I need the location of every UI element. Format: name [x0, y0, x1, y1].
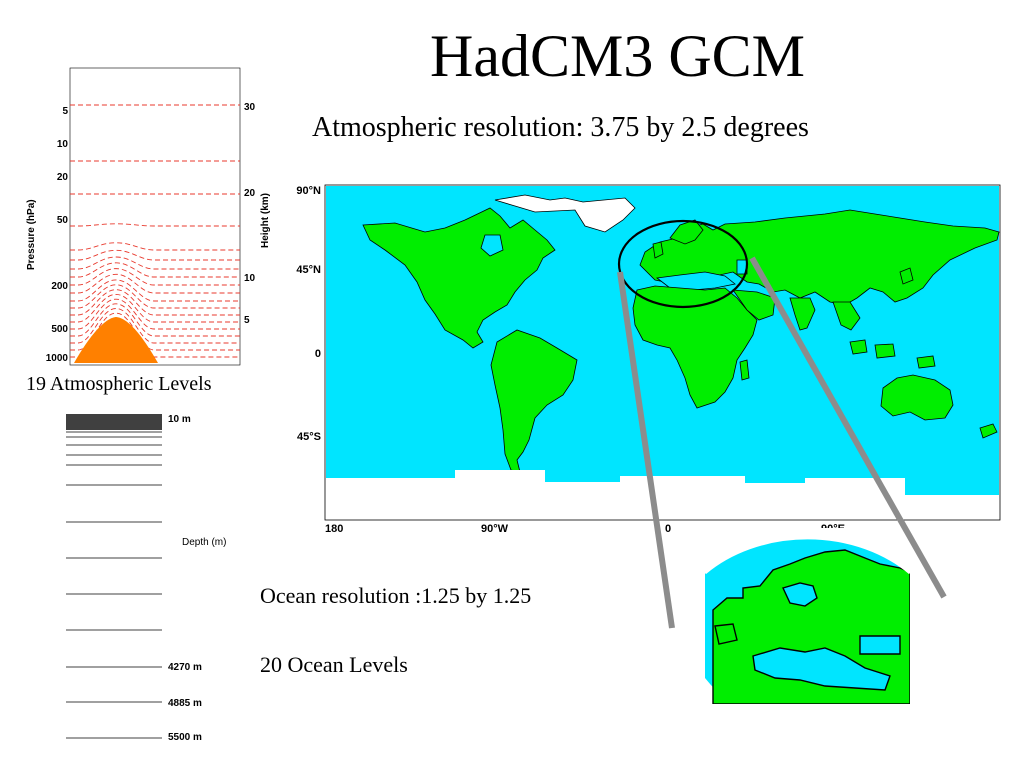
inset-corner-white [705, 678, 733, 704]
connector-line-right [749, 256, 947, 599]
ocean-levels-diagram: 10 m Depth (m) 4270 m 4885 m 5500 m [66, 414, 226, 743]
pressure-tick: 200 [51, 281, 68, 292]
latitude-label: 0 [315, 348, 321, 360]
latitude-label: 45°S [297, 431, 321, 443]
atmospheric-level-line [70, 249, 240, 261]
atmospheric-level-line [70, 298, 240, 330]
atmospheric-level-line [70, 303, 240, 337]
inset-circle-edge [705, 536, 910, 575]
europe-zoom-inset [705, 528, 910, 704]
antarctica-ice [326, 470, 999, 519]
atmospheric-level-line [70, 289, 240, 316]
world-grid-map: 90°N 45°N 0 45°S 180 90°W 0 90°E [296, 184, 1001, 535]
island-new-guinea [874, 343, 896, 359]
atmospheric-level-line [70, 279, 240, 302]
ocean-levels-caption: 20 Ocean Levels [260, 652, 408, 677]
north-america [362, 207, 556, 349]
atmospheric-level-line [70, 256, 240, 270]
inset-british-isles [714, 623, 738, 645]
height-tick: 20 [244, 188, 256, 199]
latitude-label: 45°N [296, 264, 321, 276]
longitude-label: 90°W [481, 523, 509, 535]
height-axis-label: Height (km) [260, 193, 271, 248]
madagascar [739, 359, 750, 381]
atmospheric-level-line [70, 273, 240, 294]
depth-label: 4270 m [168, 662, 202, 673]
pressure-tick: 10 [57, 139, 69, 150]
pressure-tick: 5 [62, 106, 68, 117]
connector-line-left [617, 271, 675, 629]
ocean-resolution-text: Ocean resolution :1.25 by 1.25 [260, 583, 532, 608]
height-tick: 30 [244, 102, 256, 113]
atmospheric-level-line [70, 293, 240, 323]
british-isles [652, 241, 664, 259]
atmospheric-level-line [70, 268, 240, 286]
inset-baltic-sea [782, 582, 818, 607]
slide-title: HadCM3 GCM [430, 23, 806, 89]
pressure-tick: 50 [57, 215, 69, 226]
pressure-tick: 1000 [46, 353, 69, 364]
atmosphere-frame [69, 67, 241, 366]
island-east-indies [916, 355, 936, 369]
atmospheric-level-line [70, 242, 240, 251]
inset-corner-white [705, 528, 910, 573]
mountain-orography [74, 317, 158, 363]
inset-mediterranean [752, 647, 891, 691]
longitude-label: 180 [325, 523, 343, 535]
pressure-axis-label: Pressure (hPa) [26, 199, 37, 270]
longitude-label: 0 [665, 523, 671, 535]
atmospheric-level-line [70, 284, 240, 309]
new-zealand [979, 423, 998, 439]
atmospheric-levels-caption: 19 Atmospheric Levels [26, 373, 212, 395]
depth-axis-label: Depth (m) [182, 537, 226, 548]
ocean-level-lines [66, 414, 162, 739]
pressure-tick: 20 [57, 172, 69, 183]
india [789, 297, 816, 331]
africa [632, 285, 758, 409]
arabia [732, 289, 776, 321]
australia [880, 374, 954, 421]
latitude-label: 90°N [296, 185, 321, 197]
pressure-tick: 500 [51, 324, 68, 335]
atmospheric-level-line [70, 223, 240, 227]
atmospheric-level-line [70, 262, 240, 278]
depth-label: 4885 m [168, 698, 202, 709]
atmospheric-resolution-text: Atmospheric resolution: 3.75 by 2.5 degr… [312, 112, 809, 143]
height-tick: 5 [244, 315, 250, 326]
japan [899, 267, 914, 285]
south-america [490, 329, 578, 473]
depth-label: 10 m [168, 414, 191, 425]
greenland-ice [494, 194, 636, 233]
atmospheric-level-line [70, 308, 240, 344]
height-tick: 10 [244, 273, 256, 284]
scandinavia [669, 219, 704, 245]
island-borneo [849, 339, 868, 355]
europe-highlight-circle [617, 219, 749, 309]
caspian-sea [736, 259, 748, 275]
depth-label: 5500 m [168, 732, 202, 743]
hudson-bay [480, 234, 504, 257]
inset-black-sea [859, 635, 901, 655]
atmospheric-levels-diagram: 5 10 20 50 200 500 1000 Pressure (hPa) 3… [26, 67, 271, 366]
southeast-asia [832, 301, 861, 331]
